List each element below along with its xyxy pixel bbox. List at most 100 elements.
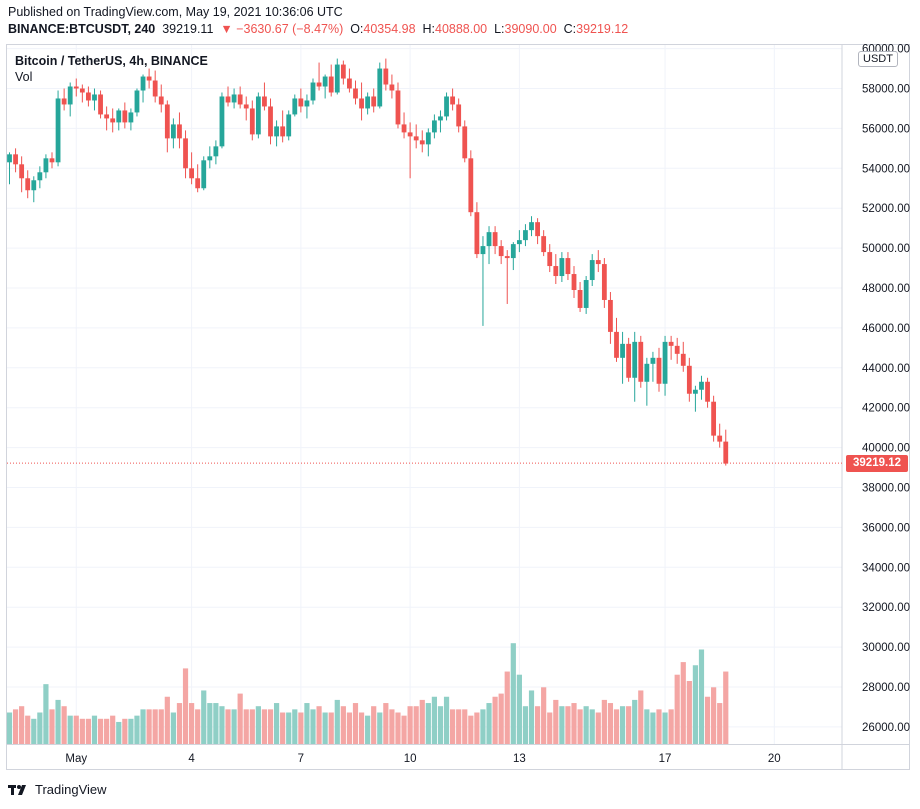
volume-bar bbox=[401, 715, 407, 744]
volume-bar bbox=[553, 699, 559, 744]
volume-bar bbox=[601, 699, 607, 744]
volume-bar bbox=[541, 687, 547, 744]
candle-body bbox=[480, 246, 486, 255]
volume-bar bbox=[692, 665, 699, 744]
candle-body bbox=[49, 158, 55, 163]
candle-body bbox=[626, 343, 632, 378]
y-tick-label: 58000.00 bbox=[862, 84, 910, 96]
tradingview-logo-icon bbox=[8, 784, 26, 795]
volume-bar bbox=[249, 709, 255, 744]
candle-body bbox=[680, 353, 686, 366]
volume-bar bbox=[644, 709, 650, 744]
candle-body bbox=[353, 88, 358, 99]
candle-body bbox=[371, 96, 377, 107]
candle-body bbox=[274, 126, 279, 137]
candle-body bbox=[328, 76, 334, 93]
candle-body bbox=[377, 68, 383, 107]
candle-body bbox=[565, 258, 571, 275]
candle-body bbox=[255, 96, 261, 135]
volume-bar bbox=[322, 712, 328, 744]
candle-body bbox=[122, 110, 128, 123]
volume-bar bbox=[413, 706, 419, 744]
volume-bar bbox=[358, 712, 365, 744]
volume-bar bbox=[571, 703, 577, 744]
candle-body bbox=[668, 341, 674, 346]
candle-body bbox=[717, 435, 723, 442]
candle-body bbox=[98, 94, 103, 115]
volume-bar bbox=[164, 696, 170, 744]
volume-bar bbox=[626, 706, 632, 744]
volume-bar bbox=[450, 709, 456, 744]
volume-bar bbox=[365, 715, 371, 744]
change-value: ▼ −3630.67 (−8.47%) bbox=[220, 22, 344, 36]
candle-body bbox=[249, 108, 255, 135]
volume-bar bbox=[559, 706, 565, 744]
volume-bar bbox=[334, 699, 340, 744]
volume-bar bbox=[110, 715, 116, 744]
volume-bar bbox=[273, 703, 280, 744]
low-label: L: bbox=[494, 22, 505, 36]
candle-body bbox=[237, 94, 243, 105]
candle-body bbox=[55, 98, 61, 163]
volume-bar bbox=[91, 715, 98, 744]
last-value: 39219.11 bbox=[162, 22, 214, 36]
candle-body bbox=[25, 178, 31, 191]
candle-body bbox=[152, 80, 158, 97]
volume-bar bbox=[395, 712, 401, 744]
candle-body bbox=[486, 232, 492, 247]
volume-bar bbox=[140, 709, 146, 744]
volume-bar bbox=[516, 674, 522, 744]
volume-bar bbox=[456, 709, 462, 744]
y-tick-label: 48000.00 bbox=[862, 283, 910, 295]
candle-body bbox=[419, 140, 425, 145]
candle-body bbox=[19, 164, 25, 179]
volume-bar bbox=[73, 715, 79, 744]
candle-body bbox=[268, 106, 273, 137]
x-tick-label: 20 bbox=[768, 753, 781, 765]
candle-body bbox=[474, 212, 480, 255]
volume-bar bbox=[662, 712, 668, 744]
volume-bar bbox=[577, 709, 583, 744]
y-tick-label: 38000.00 bbox=[862, 483, 910, 495]
candle-body bbox=[280, 126, 286, 137]
ticker-symbol: BINANCE:BTCUSDT, 240 bbox=[8, 22, 156, 36]
volume-bar bbox=[201, 690, 207, 744]
volume-bar bbox=[12, 709, 19, 744]
currency-badge[interactable]: USDT bbox=[858, 51, 898, 67]
volume-bar bbox=[231, 709, 237, 744]
candle-body bbox=[298, 98, 304, 107]
candle-body bbox=[177, 124, 182, 139]
volume-bar bbox=[207, 703, 213, 744]
published-line: Published on TradingView.com, May 19, 20… bbox=[8, 5, 343, 19]
volume-bar bbox=[711, 687, 717, 744]
volume-bar bbox=[146, 709, 152, 744]
candle-body bbox=[13, 154, 18, 165]
candle-body bbox=[134, 90, 140, 113]
last-price-tag: 39219.12 bbox=[846, 455, 908, 472]
volume-bar bbox=[589, 709, 595, 744]
candle-body bbox=[170, 124, 176, 139]
open-label: O: bbox=[350, 22, 364, 36]
candle-body bbox=[201, 160, 207, 189]
volume-bar bbox=[122, 718, 128, 744]
volume-bar bbox=[528, 690, 535, 744]
candle-body bbox=[383, 68, 389, 85]
candle-body bbox=[128, 112, 134, 123]
candle-body bbox=[529, 222, 534, 231]
y-tick-label: 56000.00 bbox=[862, 123, 910, 135]
volume-bar bbox=[225, 709, 231, 744]
volume-bar bbox=[680, 662, 686, 744]
candle-body bbox=[601, 264, 607, 300]
volume-bar bbox=[650, 712, 656, 744]
volume-bar bbox=[668, 709, 674, 744]
volume-bar bbox=[19, 706, 25, 744]
candle-body bbox=[310, 82, 316, 101]
volume-bar bbox=[237, 693, 243, 744]
y-tick-label: 54000.00 bbox=[862, 163, 910, 175]
footer-brand[interactable]: TradingView bbox=[8, 782, 107, 797]
candle-body bbox=[401, 124, 407, 133]
candle-body bbox=[389, 84, 395, 91]
candle-body bbox=[468, 158, 474, 213]
candle-body bbox=[340, 64, 346, 79]
